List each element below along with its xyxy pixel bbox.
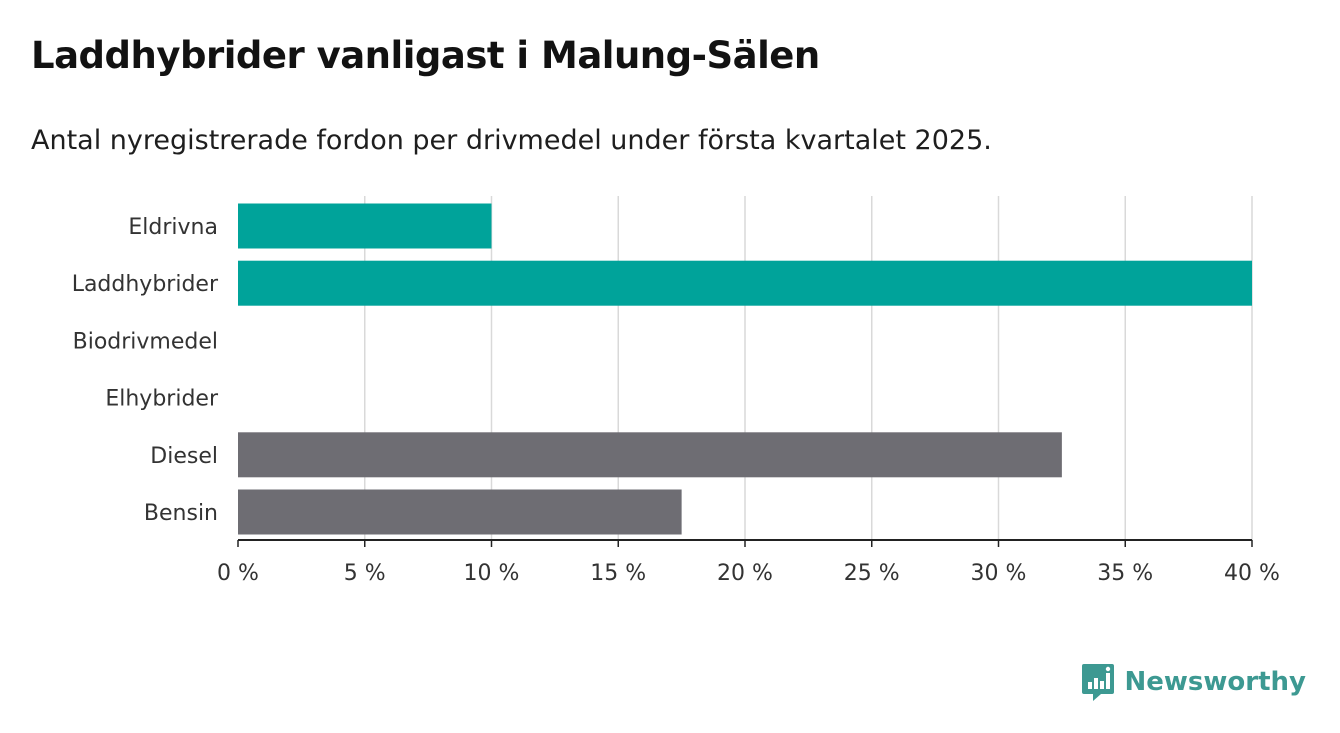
category-label: Bensin [144, 501, 218, 526]
gridlines [364, 196, 1253, 540]
x-tick-label: 35 % [1097, 561, 1153, 586]
x-tick-label: 10 % [464, 561, 520, 586]
chart-title: Laddhybrider vanligast i Malung-Sälen [31, 34, 820, 77]
chart-subtitle: Antal nyregistrerade fordon per drivmede… [31, 125, 992, 156]
newsworthy-logo: Newsworthy [1081, 662, 1306, 702]
category-label: Biodrivmedel [73, 329, 218, 354]
bar-eldrivna [238, 203, 492, 249]
x-tick-label: 5 % [344, 561, 386, 586]
x-tick-label: 20 % [717, 561, 773, 586]
x-axis: 0 % 5 % 10 % 15 % 20 % 25 % 30 % 35 % 40 % [217, 539, 1280, 586]
bar-diesel [238, 432, 1062, 478]
brand-name: Newsworthy [1124, 667, 1306, 697]
x-tick-label: 30 % [971, 561, 1027, 586]
bar-bensin [238, 489, 682, 535]
category-label: Laddhybrider [72, 272, 219, 297]
bars [238, 203, 1252, 535]
bar-chart-logo-icon [1081, 664, 1114, 701]
bar-laddhybrider [238, 260, 1252, 306]
x-tick-label: 15 % [590, 561, 646, 586]
x-tick-label: 0 % [217, 561, 259, 586]
x-tick-label: 40 % [1224, 561, 1280, 586]
category-labels: Eldrivna Laddhybrider Biodrivmedel Elhybrid… [72, 215, 219, 526]
category-label: Elhybrider [105, 387, 219, 412]
x-tick-label: 25 % [844, 561, 900, 586]
category-label: Eldrivna [128, 215, 218, 240]
category-label: Diesel [150, 444, 218, 469]
